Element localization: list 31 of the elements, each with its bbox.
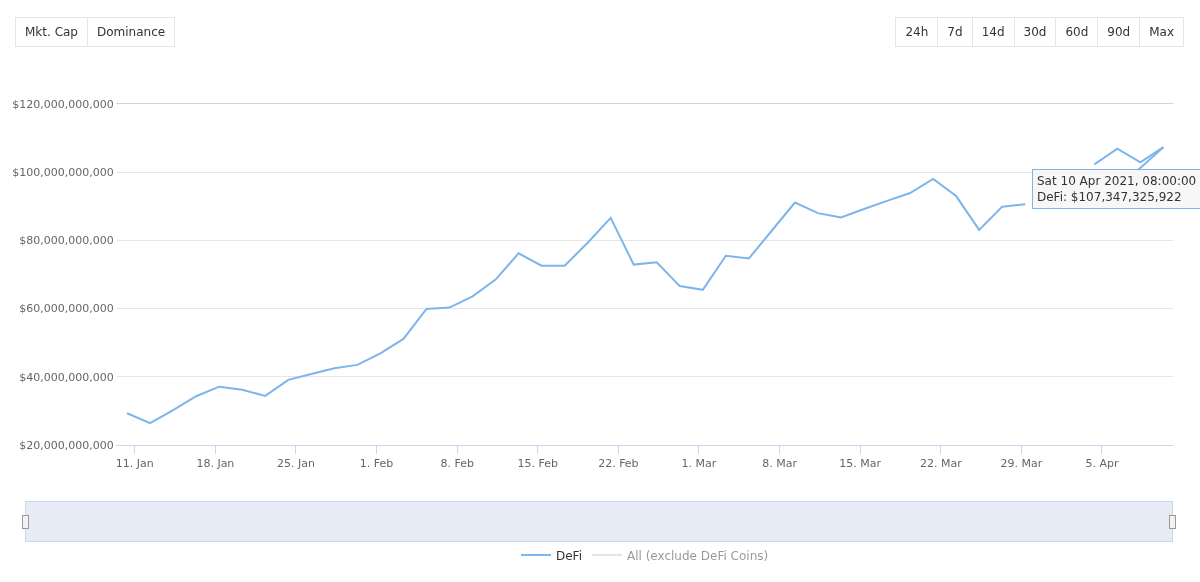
x-tick-label: 1. Feb	[359, 457, 394, 471]
annotation: Sat 10 Apr 2021, 08:00:00 DeFi: $107,347,325,922	[1037, 174, 1197, 204]
x-tick-label: 15. Mar	[839, 457, 882, 471]
toggle-button[interactable]: 7d	[937, 17, 973, 47]
y-tick-label: $100,000,000,000	[12, 166, 114, 180]
toggle-button[interactable]: 30d	[1013, 17, 1057, 47]
x-tick-label: 5. Apr	[1085, 457, 1119, 471]
toggle-button[interactable]: Max	[1139, 17, 1184, 47]
x-tick-label: 11. Jan	[115, 457, 154, 471]
x-tick-label: 22. Feb	[598, 457, 639, 471]
x-tick-label: 25. Jan	[276, 457, 315, 471]
x-tick-label: 15. Feb	[517, 457, 559, 471]
x-tick-label: 8. Mar	[762, 457, 798, 471]
toggle-button[interactable]: 90d	[1097, 17, 1141, 47]
toggle-button[interactable]: 24h	[895, 17, 939, 47]
y-tick-label: $120,000,000,000	[12, 97, 114, 111]
x-tick-label: 22. Mar	[919, 457, 963, 471]
y-tick-label: $20,000,000,000	[19, 438, 114, 452]
toggle-button[interactable]: Dominance	[87, 17, 176, 47]
x-tick-label: 8. Feb	[440, 457, 474, 471]
x-tick-label: 1. Mar	[681, 457, 717, 471]
y-tick-label: $80,000,000,000	[19, 234, 114, 248]
legend-label: DeFi	[556, 548, 582, 563]
x-tick-label: 29. Mar	[1000, 457, 1043, 471]
x-tick-label: 18. Jan	[196, 457, 235, 471]
y-tick-label: $40,000,000,000	[19, 370, 114, 384]
y-tick-label: $60,000,000,000	[19, 302, 114, 316]
toggle-button[interactable]: 60d	[1055, 17, 1099, 47]
toggle-button[interactable]: 14d	[971, 17, 1015, 47]
toggle-button[interactable]: Mkt. Cap	[15, 17, 88, 47]
legend-label: All (exclude DeFi Coins)	[627, 548, 769, 563]
